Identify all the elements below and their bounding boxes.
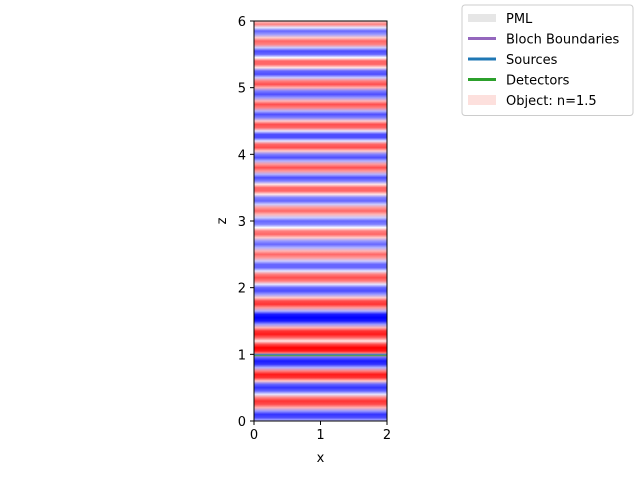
legend-label: Object: n=1.5 <box>506 94 597 109</box>
legend-entry: Sources <box>468 53 558 68</box>
legend-label: Sources <box>506 53 558 68</box>
legend-entry: PML <box>468 12 533 27</box>
legend-box <box>461 4 634 116</box>
y-tick-label: 4 <box>238 148 246 163</box>
plot-area <box>254 21 387 421</box>
legend-label: Detectors <box>506 74 570 89</box>
legend-label: Bloch Boundaries <box>506 33 620 48</box>
x-tick-label: 2 <box>383 428 391 443</box>
x-axis-label: x <box>317 451 325 466</box>
y-tick-label: 5 <box>238 82 246 97</box>
y-tick-label: 0 <box>238 415 246 430</box>
y-axis-label: z <box>215 217 230 224</box>
x-tick-label: 0 <box>250 428 258 443</box>
legend-entry: Object: n=1.5 <box>468 94 597 109</box>
y-tick-label: 6 <box>238 15 246 30</box>
legend-label: PML <box>506 12 533 27</box>
y-tick-label: 1 <box>238 348 246 363</box>
legend-entry: Detectors <box>468 74 570 89</box>
legend-swatch <box>468 95 496 105</box>
field-heatmap <box>254 21 387 421</box>
y-tick-label: 2 <box>238 282 246 297</box>
legend: PML Bloch Boundaries Sources Detectors Objec… <box>461 4 634 116</box>
axes: 0 1 2 0 1 2 3 4 5 6 <box>238 15 391 443</box>
y-tick-label: 3 <box>238 215 246 230</box>
x-tick-label: 1 <box>316 428 324 443</box>
legend-entry: Bloch Boundaries <box>468 33 620 48</box>
